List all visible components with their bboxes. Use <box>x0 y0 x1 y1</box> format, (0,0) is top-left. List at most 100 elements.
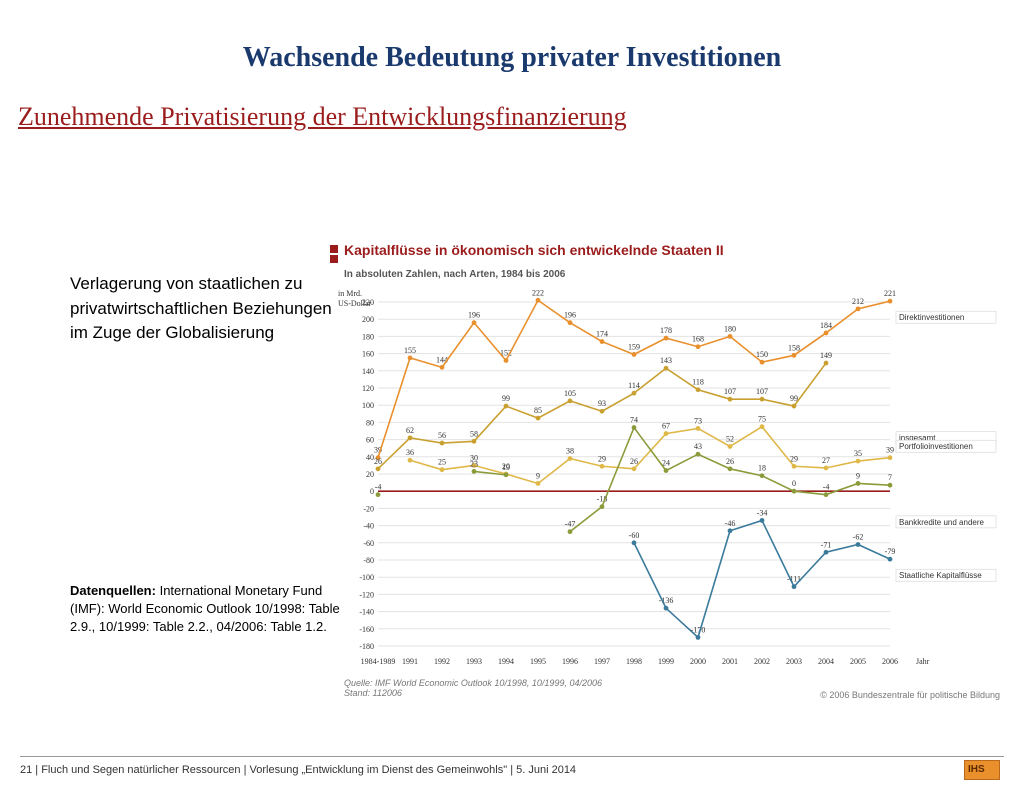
svg-text:1997: 1997 <box>594 657 610 666</box>
svg-text:-46: -46 <box>725 519 736 528</box>
svg-text:1996: 1996 <box>562 657 578 666</box>
svg-text:9: 9 <box>856 471 860 480</box>
svg-text:-160: -160 <box>359 625 374 634</box>
svg-text:1994: 1994 <box>498 657 514 666</box>
svg-text:144: 144 <box>436 355 448 364</box>
svg-text:-79: -79 <box>885 547 896 556</box>
svg-text:-40: -40 <box>363 522 374 531</box>
svg-text:1995: 1995 <box>530 657 546 666</box>
svg-text:74: 74 <box>630 416 638 425</box>
svg-text:26: 26 <box>726 457 734 466</box>
svg-text:180: 180 <box>724 324 736 333</box>
svg-text:43: 43 <box>694 442 702 451</box>
svg-text:Jahr: Jahr <box>916 657 930 666</box>
bullet-icon <box>330 245 338 263</box>
svg-text:36: 36 <box>406 448 414 457</box>
chart-source: Quelle: IMF World Economic Outlook 10/19… <box>344 678 1010 688</box>
svg-text:2002: 2002 <box>754 657 770 666</box>
sources-text: Datenquellen: International Monetary Fun… <box>70 582 340 637</box>
page-title: Wachsende Bedeutung privater Investition… <box>0 42 1024 74</box>
svg-text:-60: -60 <box>363 539 374 548</box>
svg-text:2004: 2004 <box>818 657 834 666</box>
svg-text:174: 174 <box>596 330 608 339</box>
svg-text:18: 18 <box>758 464 766 473</box>
svg-text:US-Dollar: US-Dollar <box>338 299 372 308</box>
svg-text:27: 27 <box>822 456 830 465</box>
svg-text:155: 155 <box>404 346 416 355</box>
page-subtitle: Zunehmende Privatisierung der Entwicklun… <box>18 102 1024 132</box>
svg-text:-120: -120 <box>359 590 374 599</box>
svg-text:93: 93 <box>598 399 606 408</box>
line-chart: -180-160-140-120-100-80-60-40-2002040608… <box>330 284 1000 674</box>
svg-text:2005: 2005 <box>850 657 866 666</box>
svg-text:1984-1989: 1984-1989 <box>361 657 396 666</box>
svg-text:118: 118 <box>692 378 704 387</box>
svg-text:180: 180 <box>362 332 374 341</box>
svg-text:222: 222 <box>532 288 544 297</box>
svg-text:-80: -80 <box>363 556 374 565</box>
svg-text:in Mrd.: in Mrd. <box>338 289 362 298</box>
chart-subtitle: In absoluten Zahlen, nach Arten, 1984 bi… <box>344 269 1010 280</box>
svg-text:-62: -62 <box>853 533 864 542</box>
svg-text:-4: -4 <box>823 483 830 492</box>
svg-text:29: 29 <box>598 454 606 463</box>
svg-text:7: 7 <box>888 473 892 482</box>
svg-text:-20: -20 <box>363 504 374 513</box>
chart-copyright: © 2006 Bundeszentrale für politische Bil… <box>820 690 1000 700</box>
svg-text:Direktinvestitionen: Direktinvestitionen <box>899 313 964 322</box>
svg-text:26: 26 <box>374 457 382 466</box>
svg-text:35: 35 <box>854 449 862 458</box>
svg-text:Staatliche Kapitalflüsse: Staatliche Kapitalflüsse <box>899 571 982 580</box>
chart-container: Kapitalflüsse in ökonomisch sich entwick… <box>330 242 1010 698</box>
svg-text:56: 56 <box>438 431 446 440</box>
body-text: Verlagerung von staatlichen zu privatwir… <box>70 272 340 346</box>
ihs-logo-icon <box>964 760 1000 780</box>
svg-text:107: 107 <box>756 387 768 396</box>
svg-text:19: 19 <box>502 463 510 472</box>
svg-text:0: 0 <box>792 479 796 488</box>
svg-text:143: 143 <box>660 356 672 365</box>
svg-text:105: 105 <box>564 389 576 398</box>
svg-text:2001: 2001 <box>722 657 738 666</box>
svg-text:140: 140 <box>362 367 374 376</box>
svg-text:2003: 2003 <box>786 657 802 666</box>
svg-text:80: 80 <box>366 418 374 427</box>
svg-text:149: 149 <box>820 351 832 360</box>
svg-text:-60: -60 <box>629 531 640 540</box>
svg-text:23: 23 <box>470 459 478 468</box>
svg-text:107: 107 <box>724 387 736 396</box>
svg-text:1998: 1998 <box>626 657 642 666</box>
svg-text:20: 20 <box>366 470 374 479</box>
svg-text:221: 221 <box>884 289 896 298</box>
footer-text: 21 | Fluch und Segen natürlicher Ressour… <box>20 764 576 776</box>
svg-text:168: 168 <box>692 335 704 344</box>
svg-text:184: 184 <box>820 321 832 330</box>
svg-text:40: 40 <box>366 453 374 462</box>
footer-rule <box>20 756 1004 757</box>
svg-text:26: 26 <box>630 457 638 466</box>
svg-text:39: 39 <box>886 446 894 455</box>
svg-text:-47: -47 <box>565 520 576 529</box>
svg-text:196: 196 <box>468 311 480 320</box>
svg-text:159: 159 <box>628 342 640 351</box>
chart-title: Kapitalflüsse in ökonomisch sich entwick… <box>344 242 724 258</box>
svg-text:160: 160 <box>362 350 374 359</box>
svg-text:1999: 1999 <box>658 657 674 666</box>
svg-text:114: 114 <box>628 381 640 390</box>
svg-text:52: 52 <box>726 434 734 443</box>
svg-text:-71: -71 <box>821 540 832 549</box>
svg-text:2006: 2006 <box>882 657 898 666</box>
svg-text:196: 196 <box>564 311 576 320</box>
svg-text:1992: 1992 <box>434 657 450 666</box>
svg-text:Bankkredite und andere: Bankkredite und andere <box>899 518 985 527</box>
svg-text:1993: 1993 <box>466 657 482 666</box>
svg-text:-140: -140 <box>359 608 374 617</box>
svg-text:75: 75 <box>758 415 766 424</box>
svg-text:-4: -4 <box>375 483 382 492</box>
svg-text:0: 0 <box>370 487 374 496</box>
svg-text:99: 99 <box>502 394 510 403</box>
svg-text:-34: -34 <box>757 508 768 517</box>
svg-text:120: 120 <box>362 384 374 393</box>
svg-text:58: 58 <box>470 429 478 438</box>
svg-text:9: 9 <box>536 471 540 480</box>
